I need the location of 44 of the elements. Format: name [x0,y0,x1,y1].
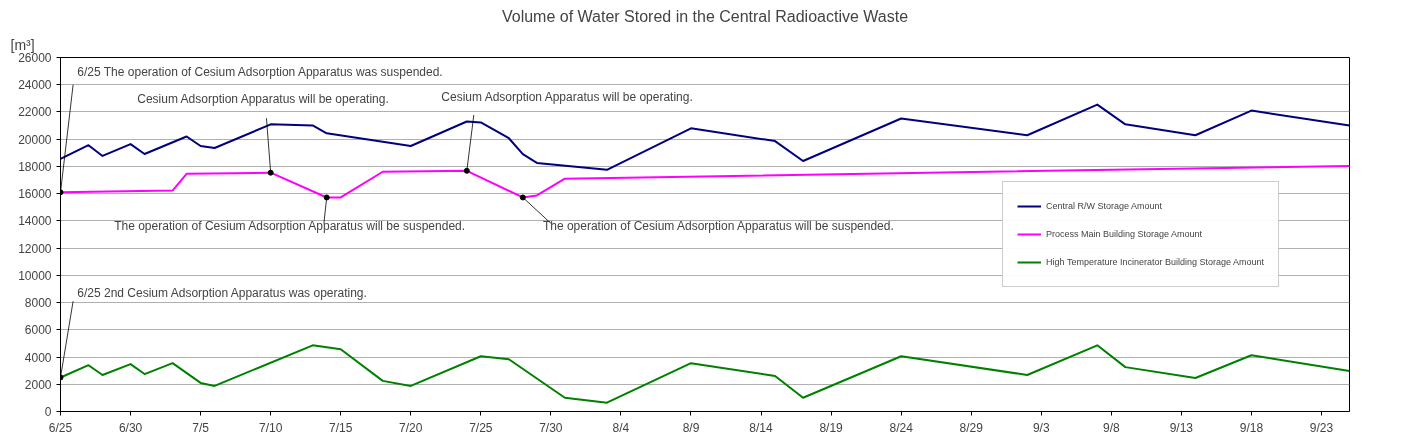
x-tick-label: 7/5 [192,420,210,435]
annotation: 6/25 The operation of Cesium Adsorption Apparatus was suspended. [77,65,443,80]
legend-label: Process Main Building Storage Amount [1046,228,1203,240]
y-tick-label: 6000 [24,323,52,338]
y-tick-label: 14000 [18,214,52,229]
x-tick-label: 7/15 [329,420,353,435]
x-tick-label: 8/29 [959,420,984,435]
y-tick-label: 24000 [18,78,52,93]
y-tick-label: 12000 [18,241,52,256]
x-tick-label: 6/30 [118,420,143,435]
y-tick-label: 8000 [24,296,52,311]
y-tick-label: 16000 [18,187,52,202]
chart-title: Volume of Water Stored in the Central Radioactive Waste [501,7,909,25]
y-tick-label: 2000 [24,377,52,392]
x-tick-label: 7/20 [399,420,423,435]
y-tick-label: 0 [44,405,52,419]
x-tick-label: 8/24 [889,420,914,435]
x-tick-label: 8/19 [819,420,844,435]
annotation: Cesium Adsorption Apparatus will be operating. [441,90,693,105]
x-tick-label: 8/14 [749,420,774,435]
legend-label: High Temperature Incinerator Building Storage Amount [1046,256,1264,268]
x-tick-label: 7/25 [469,420,493,435]
y-tick-label: 22000 [18,105,52,120]
x-tick-label: 7/30 [539,420,563,435]
annotation: Cesium Adsorption Apparatus will be operating. [137,91,389,106]
y-tick-label: 26000 [18,51,52,65]
x-tick-label: 9/18 [1239,420,1264,435]
x-tick-label: 8/4 [612,420,630,435]
x-tick-label: 9/13 [1169,420,1194,435]
x-tick-label: 7/10 [258,420,283,435]
legend-label: Central R/W Storage Amount [1046,200,1163,212]
annotation: The operation of Cesium Adsorption Apparatus will be suspended. [542,218,894,233]
x-tick-label: 8/9 [682,420,700,435]
y-axis-title: [m³] [10,36,35,53]
x-tick-label: 9/8 [1102,420,1120,435]
annotation: 6/25 2nd Cesium Adsorption Apparatus was operating. [77,285,367,300]
y-tick-label: 18000 [18,159,52,174]
x-tick-label: 6/25 [48,420,73,435]
y-tick-label: 20000 [18,132,52,147]
x-tick-label: 9/23 [1309,420,1334,435]
y-tick-label: 4000 [24,350,52,365]
y-tick-label: 10000 [18,268,52,283]
annotation: The operation of Cesium Adsorption Apparatus will be suspended. [114,218,466,233]
x-tick-label: 9/3 [1032,420,1050,435]
